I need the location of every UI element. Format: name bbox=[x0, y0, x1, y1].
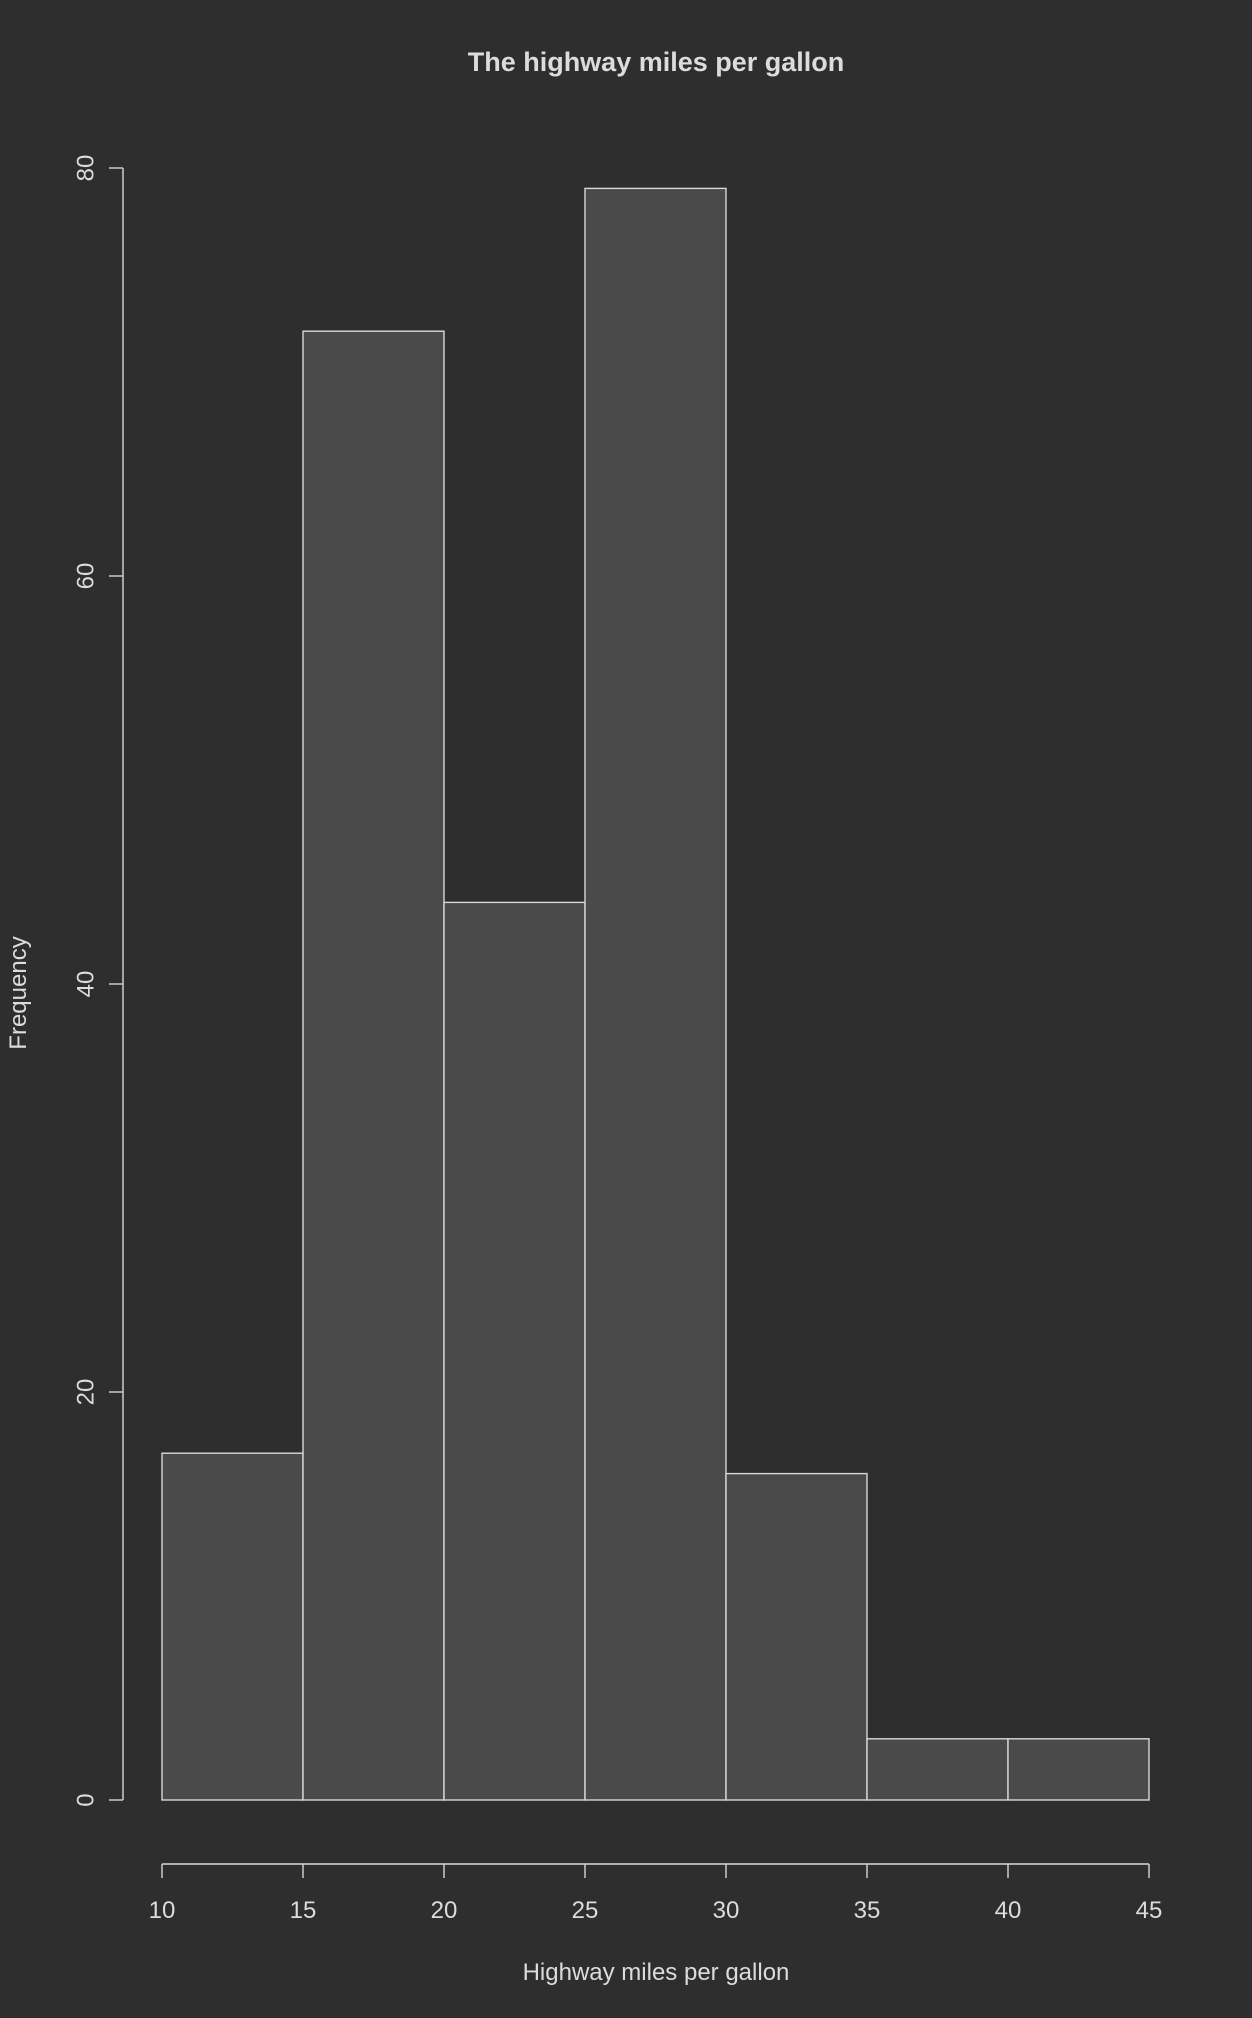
bars-layer bbox=[161, 187, 1150, 1801]
histogram-bar bbox=[1007, 1738, 1150, 1801]
histogram-bar bbox=[584, 187, 727, 1801]
x-tick-label: 25 bbox=[572, 1897, 599, 1924]
y-axis-label: Frequency bbox=[5, 936, 32, 1049]
x-tick-label: 45 bbox=[1136, 1897, 1163, 1924]
y-tick-label: 40 bbox=[73, 971, 100, 998]
histogram-bar bbox=[302, 330, 445, 1801]
x-tick-label: 30 bbox=[713, 1897, 740, 1924]
y-tick-label: 20 bbox=[73, 1379, 100, 1406]
y-tick-label: 60 bbox=[73, 563, 100, 590]
x-tick-label: 15 bbox=[290, 1897, 317, 1924]
y-axis: 0 20 40 60 80 bbox=[73, 155, 124, 1807]
x-axis: 10 15 20 25 30 35 40 45 bbox=[149, 1863, 1163, 1924]
histogram-bar bbox=[443, 901, 586, 1801]
y-tick-label: 0 bbox=[73, 1793, 100, 1806]
x-tick-label: 10 bbox=[149, 1897, 176, 1924]
y-tick-label: 80 bbox=[73, 155, 100, 182]
x-tick-label: 35 bbox=[854, 1897, 881, 1924]
histogram-bar bbox=[725, 1472, 868, 1801]
histogram-bar bbox=[161, 1452, 304, 1801]
chart-title: The highway miles per gallon bbox=[468, 47, 845, 77]
histogram-bar bbox=[866, 1738, 1009, 1801]
x-tick-label: 40 bbox=[995, 1897, 1022, 1924]
x-tick-label: 20 bbox=[431, 1897, 458, 1924]
x-axis-label: Highway miles per gallon bbox=[523, 1959, 790, 1986]
